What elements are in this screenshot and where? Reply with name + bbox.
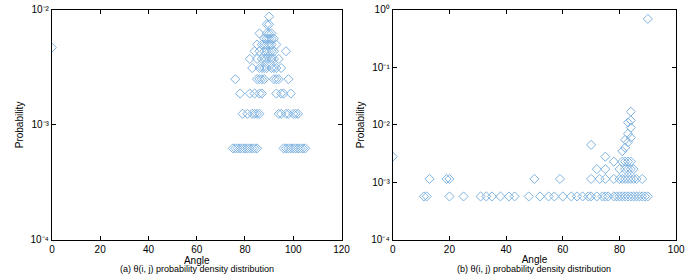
svg-text:80: 80 (239, 244, 251, 255)
svg-text:Angle: Angle (184, 255, 210, 266)
svg-text:Probability: Probability (14, 102, 25, 149)
svg-text:10⁰: 10⁰ (375, 4, 390, 15)
svg-text:10⁻⁴: 10⁻⁴ (30, 234, 48, 245)
svg-text:0: 0 (49, 244, 55, 255)
svg-text:(b) θ(i, j) probability densit: (b) θ(i, j) probability density distribu… (457, 264, 611, 274)
svg-text:10⁻¹: 10⁻¹ (372, 62, 390, 73)
svg-text:100: 100 (285, 244, 302, 255)
svg-text:Probability: Probability (355, 102, 366, 149)
svg-text:60: 60 (557, 244, 569, 255)
svg-text:10⁻⁴: 10⁻⁴ (371, 234, 389, 245)
svg-text:10⁻²: 10⁻² (31, 4, 49, 15)
svg-text:10⁻³: 10⁻³ (31, 119, 49, 130)
svg-text:80: 80 (614, 244, 626, 255)
svg-text:10⁻³: 10⁻³ (372, 177, 390, 188)
svg-text:0: 0 (390, 244, 396, 255)
svg-text:100: 100 (668, 244, 685, 255)
svg-text:40: 40 (501, 244, 513, 255)
svg-text:40: 40 (143, 244, 155, 255)
svg-text:20: 20 (444, 244, 456, 255)
svg-text:120: 120 (333, 244, 350, 255)
svg-text:(a) θ(i, j) probability densit: (a) θ(i, j) probability density distribu… (120, 264, 274, 274)
svg-text:10⁻²: 10⁻² (372, 119, 390, 130)
svg-text:Angle: Angle (522, 254, 548, 265)
svg-text:20: 20 (95, 244, 107, 255)
svg-text:60: 60 (191, 244, 203, 255)
